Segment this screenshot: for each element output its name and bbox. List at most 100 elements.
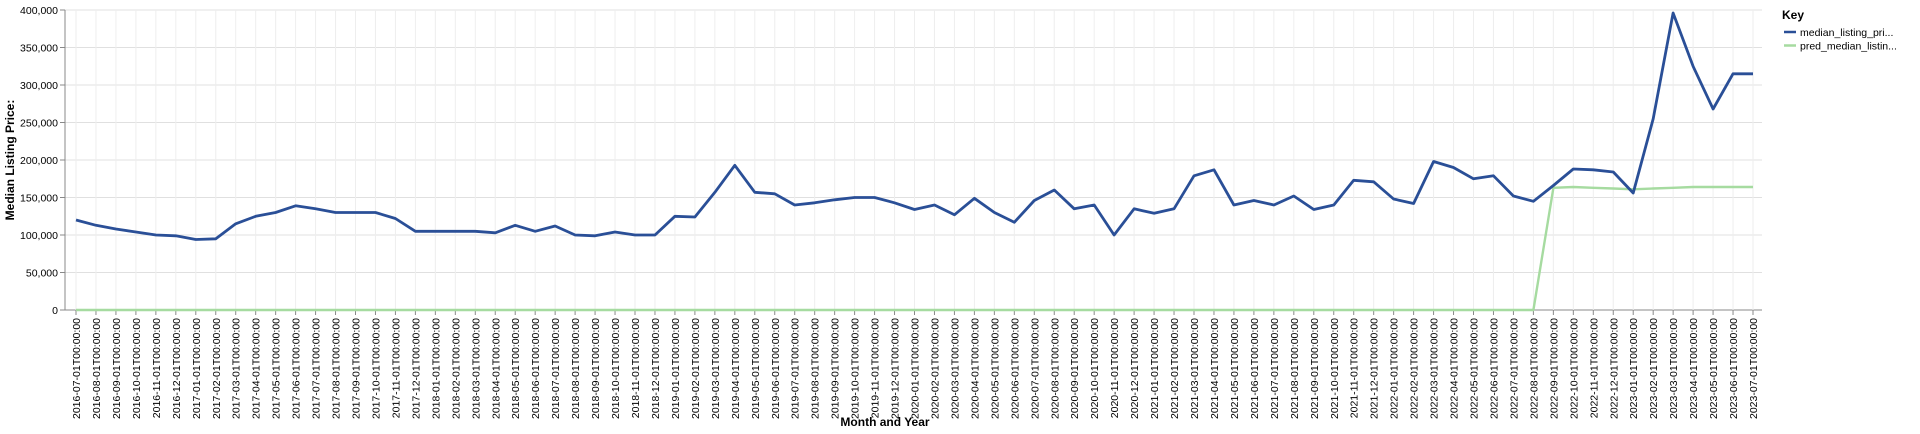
x-tick-label: 2022-12-01T00:00:00 xyxy=(1608,318,1620,419)
x-tick-label: 2021-12-01T00:00:00 xyxy=(1369,318,1381,419)
x-tick-label: 2018-05-01T00:00:00 xyxy=(510,318,522,419)
x-tick-label: 2019-12-01T00:00:00 xyxy=(890,318,902,419)
legend-label: pred_median_listin... xyxy=(1800,41,1897,53)
x-tick-label: 2016-07-01T00:00:00 xyxy=(71,318,83,419)
x-tick-label: 2022-08-01T00:00:00 xyxy=(1528,318,1540,419)
x-tick-label: 2020-11-01T00:00:00 xyxy=(1109,318,1121,418)
y-tick-label: 400,000 xyxy=(20,5,58,17)
x-tick-label: 2017-02-01T00:00:00 xyxy=(211,318,223,419)
x-tick-label: 2018-06-01T00:00:00 xyxy=(530,318,542,419)
x-tick-label: 2022-10-01T00:00:00 xyxy=(1568,318,1580,419)
x-tick-label: 2019-05-01T00:00:00 xyxy=(750,318,762,419)
x-tick-label: 2020-08-01T00:00:00 xyxy=(1049,318,1061,419)
x-tick-label: 2018-11-01T00:00:00 xyxy=(630,318,642,418)
x-tick-label: 2019-09-01T00:00:00 xyxy=(830,318,842,419)
legend-title: Key xyxy=(1782,8,1804,22)
x-tick-label: 2018-07-01T00:00:00 xyxy=(550,318,562,419)
x-tick-label: 2018-09-01T00:00:00 xyxy=(590,318,602,419)
x-tick-label: 2018-03-01T00:00:00 xyxy=(470,318,482,419)
x-tick-label: 2019-01-01T00:00:00 xyxy=(670,318,682,419)
x-tick-label: 2018-10-01T00:00:00 xyxy=(610,318,622,419)
x-tick-label: 2016-08-01T00:00:00 xyxy=(91,318,103,419)
x-tick-label: 2022-04-01T00:00:00 xyxy=(1449,318,1461,419)
x-tick-label: 2017-08-01T00:00:00 xyxy=(331,318,343,419)
legend-label: median_listing_pri... xyxy=(1800,27,1893,39)
x-tick-label: 2017-03-01T00:00:00 xyxy=(231,318,243,419)
x-tick-label: 2020-02-01T00:00:00 xyxy=(929,318,941,419)
x-tick-label: 2017-06-01T00:00:00 xyxy=(291,318,303,419)
y-tick-label: 300,000 xyxy=(20,80,58,92)
x-tick-label: 2021-01-01T00:00:00 xyxy=(1149,318,1161,419)
x-tick-label: 2018-04-01T00:00:00 xyxy=(490,318,502,419)
x-tick-label: 2019-11-01T00:00:00 xyxy=(870,318,882,418)
x-tick-label: 2019-04-01T00:00:00 xyxy=(730,318,742,419)
x-tick-label: 2023-03-01T00:00:00 xyxy=(1668,318,1680,419)
x-tick-label: 2020-10-01T00:00:00 xyxy=(1089,318,1101,419)
x-tick-label: 2017-04-01T00:00:00 xyxy=(251,318,263,419)
x-tick-label: 2018-08-01T00:00:00 xyxy=(570,318,582,419)
x-tick-label: 2020-07-01T00:00:00 xyxy=(1029,318,1041,419)
x-tick-label: 2023-04-01T00:00:00 xyxy=(1688,318,1700,419)
x-tick-label: 2022-11-01T00:00:00 xyxy=(1588,318,1600,418)
x-tick-label: 2023-02-01T00:00:00 xyxy=(1648,318,1660,419)
x-tick-label: 2019-08-01T00:00:00 xyxy=(810,318,822,419)
y-tick-label: 200,000 xyxy=(20,155,58,167)
x-tick-label: 2021-09-01T00:00:00 xyxy=(1309,318,1321,419)
x-tick-label: 2020-06-01T00:00:00 xyxy=(1009,318,1021,419)
series-line xyxy=(76,185,1753,312)
x-tick-label: 2022-07-01T00:00:00 xyxy=(1508,318,1520,419)
x-tick-label: 2018-02-01T00:00:00 xyxy=(450,318,462,419)
x-tick-label: 2019-10-01T00:00:00 xyxy=(850,318,862,419)
x-tick-label: 2023-01-01T00:00:00 xyxy=(1628,318,1640,419)
x-tick-label: 2023-07-01T00:00:00 xyxy=(1748,318,1760,419)
x-tick-label: 2016-10-01T00:00:00 xyxy=(131,318,143,419)
x-tick-label: 2017-11-01T00:00:00 xyxy=(390,318,402,418)
x-tick-label: 2016-11-01T00:00:00 xyxy=(151,318,163,418)
x-tick-label: 2022-02-01T00:00:00 xyxy=(1409,318,1421,419)
x-tick-label: 2017-09-01T00:00:00 xyxy=(351,318,363,419)
x-tick-label: 2016-12-01T00:00:00 xyxy=(171,318,183,419)
x-tick-label: 2017-07-01T00:00:00 xyxy=(311,318,323,419)
x-tick-label: 2023-06-01T00:00:00 xyxy=(1728,318,1740,419)
x-tick-label: 2019-02-01T00:00:00 xyxy=(690,318,702,419)
x-tick-label: 2022-05-01T00:00:00 xyxy=(1469,318,1481,419)
x-tick-label: 2019-03-01T00:00:00 xyxy=(710,318,722,419)
x-tick-label: 2020-05-01T00:00:00 xyxy=(989,318,1001,419)
x-tick-label: 2020-04-01T00:00:00 xyxy=(969,318,981,419)
x-tick-label: 2021-10-01T00:00:00 xyxy=(1329,318,1341,419)
x-tick-label: 2023-05-01T00:00:00 xyxy=(1708,318,1720,419)
x-tick-label: 2017-05-01T00:00:00 xyxy=(271,318,283,419)
x-tick-label: 2019-06-01T00:00:00 xyxy=(770,318,782,419)
x-tick-label: 2022-09-01T00:00:00 xyxy=(1548,318,1560,419)
series-line xyxy=(75,11,1753,241)
x-tick-label: 2021-03-01T00:00:00 xyxy=(1189,318,1201,419)
y-tick-label: 250,000 xyxy=(20,118,58,130)
y-tick-label: 50,000 xyxy=(26,268,58,280)
x-tick-label: 2021-08-01T00:00:00 xyxy=(1289,318,1301,419)
x-tick-label: 2022-06-01T00:00:00 xyxy=(1488,318,1500,419)
y-tick-label: 350,000 xyxy=(20,43,58,55)
x-tick-label: 2017-10-01T00:00:00 xyxy=(370,318,382,419)
x-tick-label: 2022-01-01T00:00:00 xyxy=(1389,318,1401,419)
x-tick-label: 2017-12-01T00:00:00 xyxy=(410,318,422,419)
x-tick-label: 2020-01-01T00:00:00 xyxy=(910,318,922,419)
x-tick-label: 2020-09-01T00:00:00 xyxy=(1069,318,1081,419)
x-tick-label: 2018-01-01T00:00:00 xyxy=(430,318,442,419)
y-axis-title: Median Listing Price: xyxy=(3,100,17,221)
x-tick-label: 2018-12-01T00:00:00 xyxy=(650,318,662,419)
y-tick-label: 0 xyxy=(52,305,58,317)
y-tick-label: 100,000 xyxy=(20,230,58,242)
x-tick-label: 2017-01-01T00:00:00 xyxy=(191,318,203,419)
x-tick-label: 2020-03-01T00:00:00 xyxy=(949,318,961,419)
y-tick-label: 150,000 xyxy=(20,193,58,205)
x-tick-label: 2019-07-01T00:00:00 xyxy=(790,318,802,419)
x-tick-label: 2021-04-01T00:00:00 xyxy=(1209,318,1221,419)
x-tick-label: 2020-12-01T00:00:00 xyxy=(1129,318,1141,419)
x-tick-label: 2022-03-01T00:00:00 xyxy=(1429,318,1441,419)
x-tick-label: 2021-02-01T00:00:00 xyxy=(1169,318,1181,419)
x-tick-label: 2021-06-01T00:00:00 xyxy=(1249,318,1261,419)
x-tick-label: 2016-09-01T00:00:00 xyxy=(111,318,123,419)
x-tick-label: 2021-07-01T00:00:00 xyxy=(1269,318,1281,419)
